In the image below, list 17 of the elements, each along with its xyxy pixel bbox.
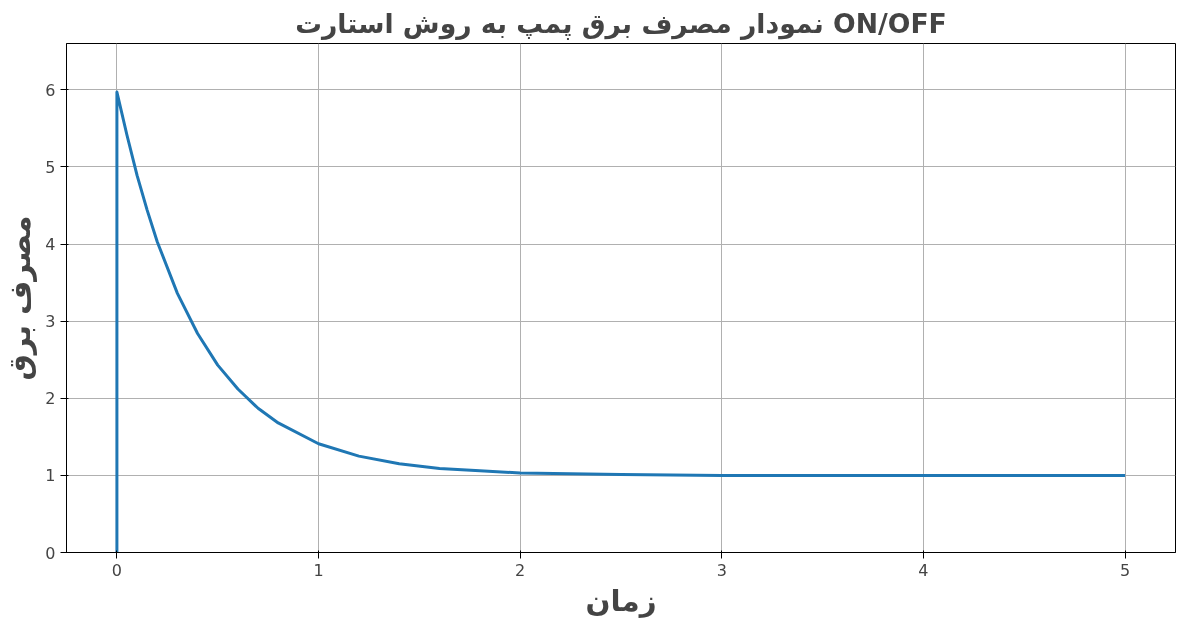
x-tick-label: 1 (313, 560, 324, 580)
x-tick-label: 0 (111, 560, 123, 580)
y-tick-label: 1 (45, 466, 56, 486)
chart-title: نمودار مصرف برق پمپ به روش استارت ON/OFF (295, 7, 947, 40)
line-series (115, 90, 1127, 553)
x-tick-label: 5 (1120, 560, 1131, 580)
x-tick-label: 3 (716, 560, 727, 580)
y-tick-label: 5 (45, 157, 56, 177)
y-tick-label: 6 (45, 80, 56, 100)
y-tick-label: 3 (45, 312, 56, 332)
y-tick-label: 2 (45, 389, 56, 409)
x-tick-label: 2 (515, 560, 526, 580)
y-axis-title: مصرف برق (3, 215, 38, 381)
x-axis-title: زمان (585, 583, 657, 618)
y-tick-label: 0 (45, 543, 56, 563)
x-tick-label: 4 (918, 560, 929, 580)
y-tick-label: 4 (45, 235, 56, 255)
